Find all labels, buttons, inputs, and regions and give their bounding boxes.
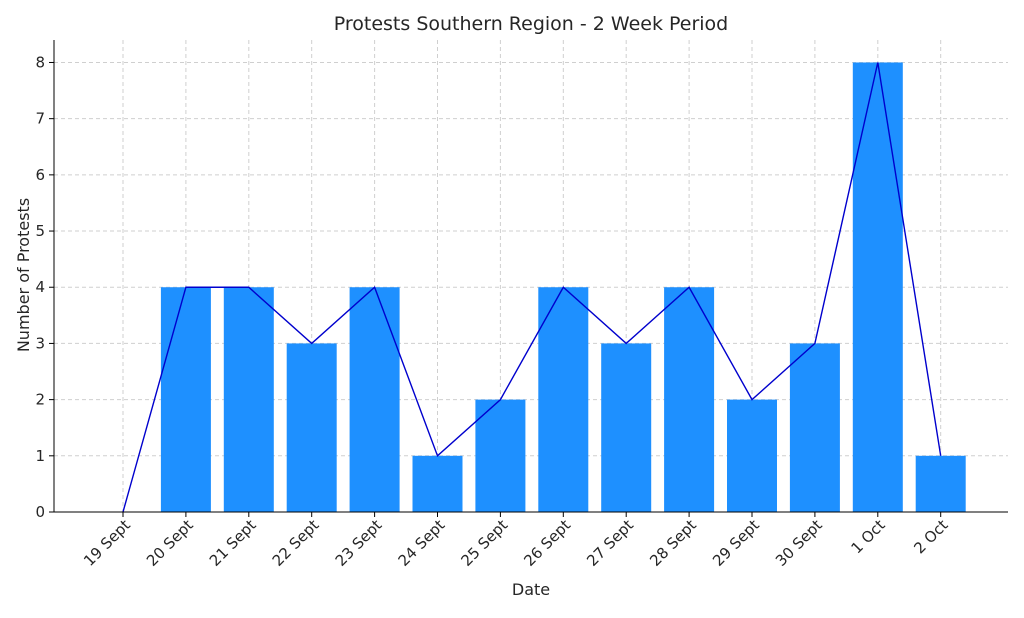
- bar-25-sept: [475, 399, 526, 512]
- x-tick-label: 30 Sept: [772, 516, 826, 570]
- y-tick-label: 6: [35, 166, 45, 184]
- y-tick-label: 5: [35, 222, 45, 240]
- bar-21-sept: [223, 287, 274, 512]
- y-tick-label: 4: [35, 278, 45, 296]
- trend-line-layer: [122, 62, 942, 513]
- trend-line: [122, 62, 942, 513]
- x-tick-label: 19 Sept: [80, 516, 134, 570]
- x-ticks: 19 Sept 20 Sept 21 Sept 22 Sept 23 Sept 24 Se…: [80, 512, 952, 570]
- bar-28-sept: [664, 287, 715, 512]
- y-tick-label: 8: [35, 53, 45, 71]
- bar-1-oct: [852, 62, 903, 512]
- y-tick-label: 2: [35, 391, 45, 409]
- bars: [160, 62, 966, 512]
- y-tick-label: 0: [35, 503, 45, 521]
- y-axis-label: Number of Protests: [14, 198, 33, 352]
- bar-23-sept: [349, 287, 400, 512]
- bar-30-sept: [789, 343, 840, 512]
- x-tick-label: 23 Sept: [332, 516, 386, 570]
- y-tick-label: 1: [35, 447, 45, 465]
- x-tick-label: 25 Sept: [457, 516, 511, 570]
- bar-2-oct: [915, 455, 966, 512]
- x-axis-label: Date: [512, 580, 550, 599]
- x-tick-label: 29 Sept: [709, 516, 763, 570]
- x-tick-label: 24 Sept: [395, 516, 449, 570]
- bar-26-sept: [538, 287, 589, 512]
- x-tick-label: 1 Oct: [847, 516, 888, 557]
- chart-title: Protests Southern Region - 2 Week Period: [334, 13, 728, 35]
- y-tick-label: 3: [35, 334, 45, 352]
- y-tick-label: 7: [35, 110, 45, 128]
- bar-27-sept: [601, 343, 652, 512]
- x-tick-label: 2 Oct: [910, 516, 951, 557]
- x-tick-label: 27 Sept: [583, 516, 637, 570]
- bar-24-sept: [412, 455, 463, 512]
- bar-22-sept: [286, 343, 337, 512]
- x-tick-label: 26 Sept: [520, 516, 574, 570]
- x-tick-label: 20 Sept: [143, 516, 197, 570]
- bar-29-sept: [727, 399, 777, 512]
- y-ticks: 0 1 2 3 4 5 6 7 8: [35, 53, 54, 521]
- x-tick-label: 28 Sept: [646, 516, 700, 570]
- x-tick-label: 21 Sept: [206, 516, 260, 570]
- bar-20-sept: [160, 287, 211, 512]
- x-tick-label: 22 Sept: [269, 516, 323, 570]
